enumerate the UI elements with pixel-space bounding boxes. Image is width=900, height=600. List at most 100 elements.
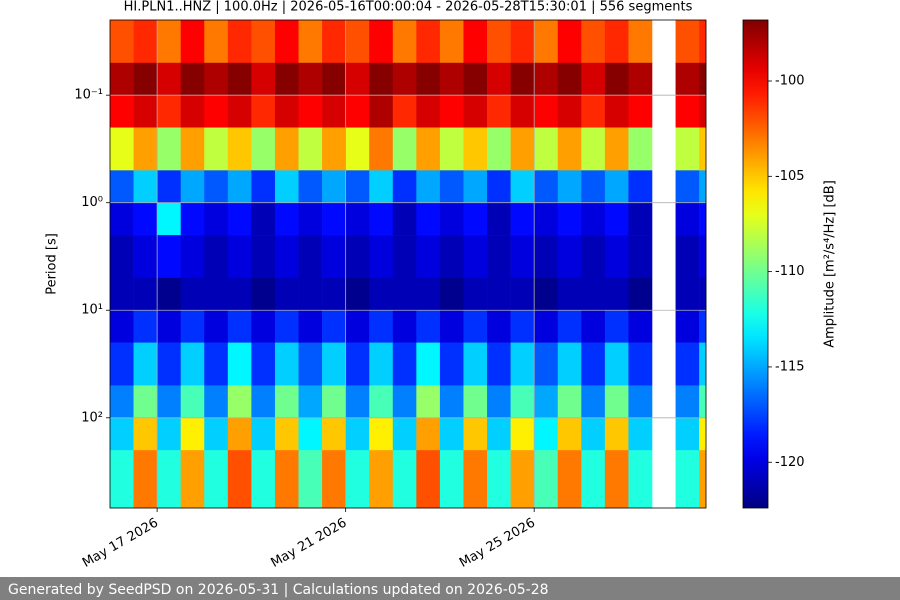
heatmap-cell [133, 170, 158, 204]
heatmap-cell [227, 127, 252, 171]
heatmap-cell [392, 127, 417, 171]
heatmap-cell [298, 310, 323, 343]
heatmap-cell [604, 342, 629, 386]
heatmap-cell [463, 170, 488, 204]
heatmap-cell [534, 235, 559, 279]
heatmap-cell [510, 450, 535, 509]
heatmap-cell [604, 202, 629, 236]
heatmap-cell [227, 170, 252, 204]
heatmap-cell [204, 310, 229, 343]
heatmap-cell [204, 277, 229, 311]
heatmap-cell [439, 62, 464, 96]
heatmap-cell [180, 277, 205, 311]
heatmap-cell [133, 342, 158, 386]
heatmap-cell [298, 95, 323, 128]
heatmap-cell [628, 95, 653, 128]
heatmap-cell [204, 385, 229, 419]
heatmap-cell [298, 235, 323, 279]
heatmap-cell [487, 417, 511, 451]
heatmap-cell [157, 202, 181, 236]
heatmap-cell [345, 20, 370, 64]
heatmap-cell [534, 450, 559, 509]
heatmap [110, 20, 707, 509]
heatmap-cell [345, 62, 370, 96]
heatmap-cell [439, 385, 464, 419]
heatmap-cell [463, 20, 488, 64]
heatmap-cell [110, 342, 134, 386]
heatmap-cell [510, 310, 535, 343]
heatmap-cell [581, 310, 606, 343]
heatmap-cell [699, 277, 707, 311]
heatmap-cell [251, 310, 276, 343]
heatmap-cell [322, 450, 346, 509]
heatmap-cell [157, 127, 181, 171]
heatmap-cell [487, 450, 511, 509]
heatmap-cell [345, 342, 370, 386]
heatmap-cell [675, 450, 700, 509]
heatmap-cell [133, 277, 158, 311]
heatmap-cell [251, 417, 276, 451]
heatmap-cell [581, 385, 606, 419]
heatmap-cell [180, 310, 205, 343]
heatmap-cell [557, 127, 582, 171]
heatmap-cell [180, 342, 205, 386]
heatmap-cell [251, 170, 276, 204]
heatmap-cell [180, 20, 205, 64]
heatmap-cell [463, 385, 488, 419]
heatmap-cell [534, 20, 559, 64]
heatmap-cell [604, 62, 629, 96]
heatmap-cell [487, 235, 511, 279]
heatmap-cell [416, 277, 441, 311]
heatmap-cell [628, 277, 653, 311]
heatmap-cell [274, 62, 299, 96]
heatmap-cell [557, 170, 582, 204]
heatmap-cell [675, 95, 700, 128]
heatmap-cell [675, 385, 700, 419]
heatmap-cell [604, 385, 629, 419]
colorbar-tick-label: -110 [775, 264, 805, 279]
heatmap-cell [133, 417, 158, 451]
heatmap-cell [298, 417, 323, 451]
heatmap-cell [157, 417, 181, 451]
heatmap-cell [274, 310, 299, 343]
heatmap-cell [227, 95, 252, 128]
heatmap-cell [110, 62, 134, 96]
heatmap-cell [369, 235, 394, 279]
heatmap-cell [416, 417, 441, 451]
y-tick-label: 10² [81, 410, 103, 425]
heatmap-cell [180, 417, 205, 451]
heatmap-cell [251, 202, 276, 236]
heatmap-cell [534, 62, 559, 96]
heatmap-cell [510, 417, 535, 451]
heatmap-cell [110, 20, 134, 64]
heatmap-cell [133, 20, 158, 64]
heatmap-cell [604, 450, 629, 509]
heatmap-cell [534, 170, 559, 204]
heatmap-cell [369, 127, 394, 171]
colorbar-tick-label: -115 [775, 359, 805, 374]
heatmap-cell [227, 417, 252, 451]
heatmap-cell [439, 127, 464, 171]
heatmap-cell [628, 170, 653, 204]
heatmap-cell [534, 277, 559, 311]
heatmap-cell [439, 417, 464, 451]
heatmap-cell [204, 342, 229, 386]
heatmap-cell [416, 310, 441, 343]
heatmap-cell [534, 310, 559, 343]
heatmap-cell [581, 450, 606, 509]
heatmap-cell [487, 170, 511, 204]
colorbar [742, 19, 769, 509]
heatmap-cell [110, 417, 134, 451]
heatmap-cell [110, 310, 134, 343]
heatmap-cell [274, 127, 299, 171]
footer-bar [0, 577, 900, 600]
heatmap-cell [604, 417, 629, 451]
heatmap-cell [534, 385, 559, 419]
heatmap-cell [369, 450, 394, 509]
footer: Generated by SeedPSD on 2026-05-31 | Cal… [8, 582, 549, 598]
heatmap-cell [345, 170, 370, 204]
heatmap-cell [416, 95, 441, 128]
heatmap-cell [251, 277, 276, 311]
heatmap-cell [298, 127, 323, 171]
heatmap-cell [510, 202, 535, 236]
